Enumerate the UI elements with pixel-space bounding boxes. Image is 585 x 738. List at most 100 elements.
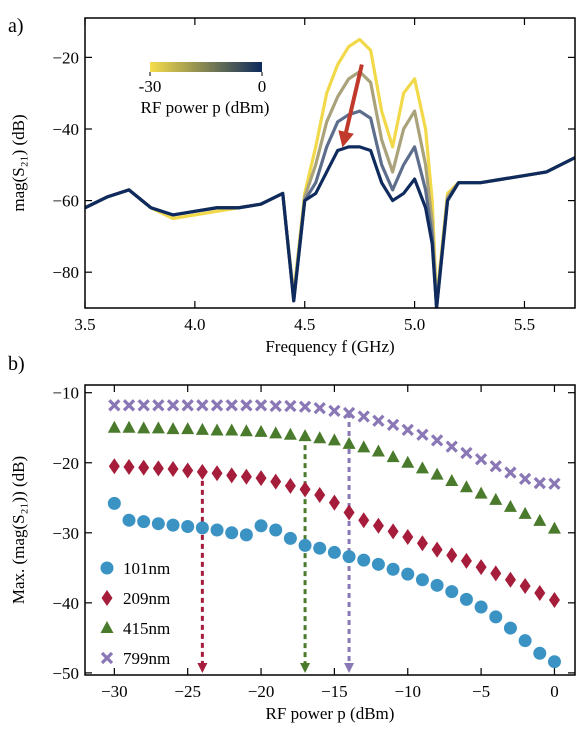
marker xyxy=(445,585,459,599)
marker xyxy=(534,585,546,602)
x-tick-label: 3.5 xyxy=(74,315,95,334)
marker xyxy=(240,468,252,485)
marker xyxy=(226,467,238,484)
y-tick-label: −40 xyxy=(52,594,79,613)
marker xyxy=(254,399,268,412)
marker xyxy=(547,521,561,534)
marker xyxy=(137,399,150,412)
marker xyxy=(240,399,253,412)
arrow-head xyxy=(300,663,311,673)
marker xyxy=(430,434,444,447)
marker xyxy=(445,473,459,486)
marker xyxy=(181,399,194,412)
marker xyxy=(401,423,414,436)
marker xyxy=(474,453,488,466)
x-tick-label: −10 xyxy=(394,682,421,701)
marker xyxy=(211,465,223,482)
marker xyxy=(108,458,120,475)
marker xyxy=(313,401,326,415)
x-tick-label: −30 xyxy=(101,682,128,701)
marker xyxy=(108,399,121,412)
marker xyxy=(445,440,458,453)
marker xyxy=(210,423,224,436)
marker xyxy=(401,567,415,581)
marker xyxy=(503,621,517,635)
marker xyxy=(548,592,560,609)
y-tick-label: −60 xyxy=(52,192,79,211)
y-tick-label: −40 xyxy=(52,120,79,139)
marker xyxy=(372,414,385,427)
marker xyxy=(371,557,385,571)
marker xyxy=(314,486,326,503)
marker xyxy=(547,655,561,669)
marker xyxy=(416,428,429,441)
x-tick-label: −5 xyxy=(472,682,490,701)
marker xyxy=(430,467,444,480)
marker xyxy=(255,470,267,487)
marker xyxy=(415,573,429,587)
legend-marker xyxy=(100,561,114,575)
marker xyxy=(152,399,165,412)
marker xyxy=(107,420,121,433)
marker xyxy=(518,506,532,519)
arrow xyxy=(338,64,364,148)
marker xyxy=(386,418,400,432)
marker xyxy=(459,592,473,606)
marker xyxy=(122,420,136,433)
colorbar-label: RF power p (dBm) xyxy=(141,98,270,117)
marker xyxy=(284,477,296,494)
colorbar-tick-label: -30 xyxy=(139,77,162,96)
arrow-head xyxy=(344,663,355,673)
marker xyxy=(401,455,415,468)
marker xyxy=(225,423,239,436)
marker xyxy=(283,427,297,440)
marker xyxy=(343,504,355,521)
line-series xyxy=(85,145,575,308)
marker xyxy=(107,496,121,510)
y-tick-label: −30 xyxy=(52,524,79,543)
marker xyxy=(431,541,443,558)
legend-label: 415nm xyxy=(123,619,170,638)
marker xyxy=(460,446,473,460)
marker xyxy=(490,565,502,582)
marker xyxy=(460,552,472,569)
marker xyxy=(166,422,180,435)
marker xyxy=(210,523,224,537)
y-tick-label: −20 xyxy=(52,48,79,67)
marker xyxy=(386,450,400,463)
marker xyxy=(269,399,282,413)
marker xyxy=(489,610,503,624)
legend-marker xyxy=(101,590,113,606)
marker xyxy=(283,531,297,545)
marker xyxy=(298,538,312,552)
marker xyxy=(195,422,209,435)
marker xyxy=(298,429,312,442)
marker xyxy=(342,550,356,564)
x-tick-label: 0 xyxy=(550,682,559,701)
marker xyxy=(386,562,400,576)
marker xyxy=(138,459,150,476)
marker xyxy=(151,517,165,531)
marker xyxy=(518,634,532,648)
marker xyxy=(327,433,341,446)
marker xyxy=(446,547,458,564)
plot-area xyxy=(197,413,355,673)
marker xyxy=(519,578,531,595)
marker xyxy=(504,571,516,588)
marker xyxy=(357,440,371,453)
marker xyxy=(166,518,180,532)
axes-frame xyxy=(84,384,576,676)
x-tick-label: −20 xyxy=(248,682,275,701)
marker xyxy=(387,523,399,540)
marker xyxy=(430,578,444,592)
marker xyxy=(328,404,341,418)
marker xyxy=(327,545,341,559)
marker xyxy=(533,513,547,526)
marker xyxy=(548,477,561,490)
marker xyxy=(210,399,224,412)
legend-label: 799nm xyxy=(123,649,170,668)
colorbar xyxy=(150,62,262,72)
marker xyxy=(166,399,180,412)
